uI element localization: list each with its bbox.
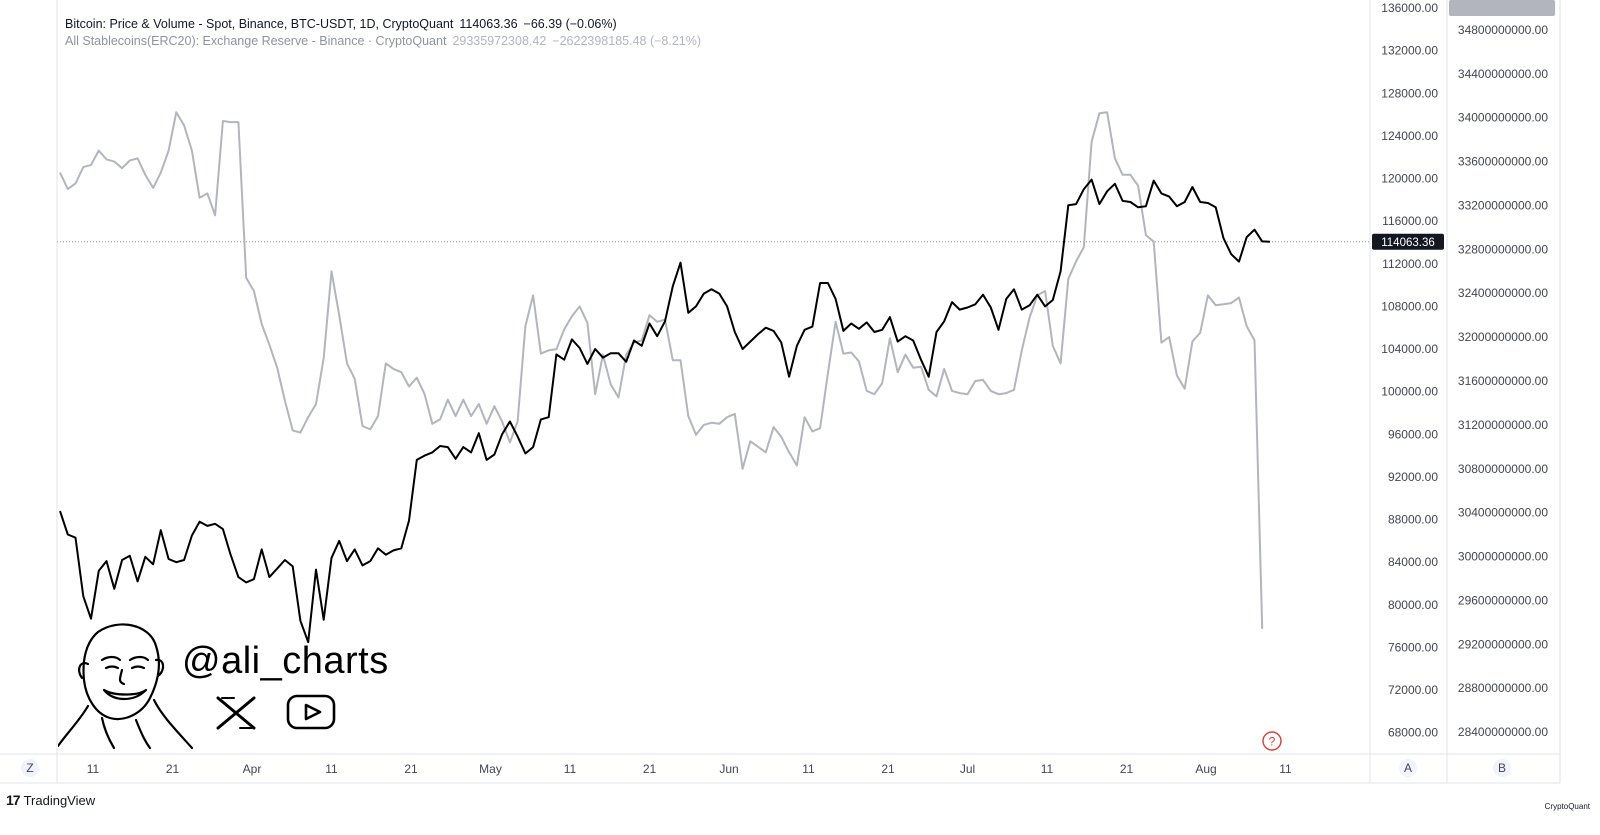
y-left-tick-label: 128000.00 bbox=[1381, 86, 1438, 100]
y-right-tick-label: 34800000000.00 bbox=[1458, 23, 1548, 37]
y-left-tick-label: 116000.00 bbox=[1382, 214, 1438, 228]
y-right-tick-label: 30800000000.00 bbox=[1458, 462, 1548, 476]
x-axis[interactable]: 11 21 Apr 11 21 May 11 21 Jun 11 21 Jul 11 21 Aug 11 bbox=[87, 762, 1292, 776]
x-logo-icon bbox=[216, 696, 256, 730]
x-tick-label: 21 bbox=[881, 762, 895, 776]
y-left-tick-label: 84000.00 bbox=[1388, 555, 1438, 569]
x-tick-label: 21 bbox=[404, 762, 418, 776]
chart-frame bbox=[0, 0, 1561, 784]
y-left-tick-label: 80000.00 bbox=[1388, 598, 1438, 612]
x-tick-label: 11 bbox=[1041, 762, 1054, 776]
y-right-tick-label: 33200000000.00 bbox=[1458, 198, 1548, 212]
cryptoquant-logo: CryptoQuant bbox=[1545, 802, 1590, 811]
y-right-tick-label: 32400000000.00 bbox=[1458, 286, 1548, 300]
y-right-tick-label: 28800000000.00 bbox=[1458, 681, 1548, 695]
tradingview-logo[interactable]: 17 TradingView bbox=[6, 792, 95, 808]
youtube-play-icon bbox=[286, 694, 336, 730]
y-left-tick-label: 112000.00 bbox=[1382, 257, 1438, 271]
x-tick-label: Jun bbox=[719, 762, 738, 776]
btc-last-badge bbox=[1372, 233, 1444, 250]
stablecoin-last-badge bbox=[1449, 0, 1555, 16]
stablecoin-reserve-line[interactable] bbox=[59, 111, 1264, 629]
cartoon-face-icon bbox=[58, 623, 336, 750]
legend-stablecoin-change: −2622398185.48 (−8.21%) bbox=[552, 34, 702, 48]
y-right-tick-label: 29200000000.00 bbox=[1458, 637, 1548, 651]
x-tick-label: 21 bbox=[166, 762, 180, 776]
y-right-tick-label: 30000000000.00 bbox=[1458, 550, 1548, 564]
x-tick-label: Apr bbox=[243, 762, 262, 776]
x-tick-label: 21 bbox=[1120, 762, 1134, 776]
y-left-tick-label: 72000.00 bbox=[1388, 683, 1438, 697]
axis-button-b-label: B bbox=[1498, 761, 1506, 775]
y-left-tick-label: 136000.00 bbox=[1381, 1, 1438, 15]
cryptoquant-label: CryptoQuant bbox=[1544, 802, 1590, 811]
axis-button-b[interactable] bbox=[1493, 759, 1511, 777]
tradingview-label: TradingView bbox=[23, 792, 96, 808]
legend-btc-name: Bitcoin: Price & Volume - Spot, Binance,… bbox=[65, 17, 454, 31]
y-left-tick-label: 104000.00 bbox=[1381, 342, 1438, 356]
y-left-tick-label: 76000.00 bbox=[1388, 640, 1438, 654]
y-right-tick-label: 31200000000.00 bbox=[1458, 418, 1548, 432]
tradingview-mark-icon: 17 bbox=[6, 792, 21, 808]
y-axis-right[interactable]: 34800000000.00 34400000000.00 34000000000.… bbox=[1458, 23, 1548, 739]
axis-buttons[interactable]: Z A B? bbox=[21, 731, 1511, 777]
legend-btc-change: −66.39 (−0.06%) bbox=[523, 17, 617, 31]
axis-button-z[interactable] bbox=[21, 759, 39, 777]
x-tick-label: 11 bbox=[564, 762, 577, 776]
axis-button-a-label: A bbox=[1404, 761, 1412, 775]
x-tick-label: 11 bbox=[802, 762, 815, 776]
y-right-tick-label: 31600000000.00 bbox=[1458, 374, 1548, 388]
last-value-badges: 114063.36 29335972308.42 bbox=[1372, 0, 1555, 250]
y-left-tick-label: 120000.00 bbox=[1381, 172, 1438, 186]
btc-last-badge-label: 114063.36 bbox=[1381, 237, 1435, 249]
x-tick-label: 11 bbox=[1279, 762, 1292, 776]
y-right-tick-label: 34000000000.00 bbox=[1458, 111, 1548, 125]
y-left-tick-label: 68000.00 bbox=[1388, 726, 1438, 740]
x-tick-label: Aug bbox=[1195, 762, 1216, 776]
y-right-tick-label: 30400000000.00 bbox=[1458, 506, 1548, 520]
y-left-tick-label: 132000.00 bbox=[1381, 44, 1438, 58]
y-left-tick-label: 100000.00 bbox=[1381, 385, 1438, 399]
series-layer bbox=[57, 111, 1370, 644]
help-icon-label: ? bbox=[1269, 735, 1276, 749]
x-tick-label: 11 bbox=[87, 762, 100, 776]
x-tick-label: 11 bbox=[325, 762, 338, 776]
y-left-tick-label: 124000.00 bbox=[1381, 129, 1438, 143]
stablecoin-last-badge-label: 29335972308.42 bbox=[1459, 0, 1545, 3]
y-right-tick-label: 32000000000.00 bbox=[1458, 330, 1548, 344]
y-axis-left[interactable]: 136000.00 132000.00 128000.00 124000.00 1200… bbox=[1381, 1, 1438, 740]
watermark-handle: @ali_charts bbox=[182, 640, 389, 682]
legend-stablecoin: All Stablecoins(ERC20): Exchange Reserve… bbox=[65, 34, 701, 48]
legend-btc-value: 114063.36 bbox=[459, 17, 518, 31]
y-left-tick-label: 108000.00 bbox=[1381, 299, 1438, 313]
y-right-tick-label: 29600000000.00 bbox=[1458, 593, 1548, 607]
legend-btc: Bitcoin: Price & Volume - Spot, Binance,… bbox=[65, 17, 617, 31]
y-right-tick-label: 28400000000.00 bbox=[1458, 725, 1548, 739]
x-tick-label: May bbox=[479, 762, 502, 776]
axis-button-a[interactable] bbox=[1399, 759, 1417, 777]
y-right-tick-label: 33600000000.00 bbox=[1458, 155, 1548, 169]
x-tick-label: 21 bbox=[643, 762, 657, 776]
y-left-tick-label: 92000.00 bbox=[1388, 470, 1438, 484]
help-icon[interactable] bbox=[1262, 731, 1282, 751]
axis-button-z-label: Z bbox=[26, 761, 33, 775]
legend-stablecoin-name: All Stablecoins(ERC20): Exchange Reserve… bbox=[65, 34, 447, 48]
btc-price-line[interactable] bbox=[59, 178, 1271, 644]
y-left-tick-label: 96000.00 bbox=[1388, 427, 1438, 441]
legend-stablecoin-value: 29335972308.42 bbox=[452, 34, 547, 48]
y-right-tick-label: 32800000000.00 bbox=[1458, 242, 1548, 256]
y-left-tick-label: 88000.00 bbox=[1388, 513, 1438, 527]
x-tick-label: Jul bbox=[960, 762, 975, 776]
y-right-tick-label: 34400000000.00 bbox=[1458, 67, 1548, 81]
